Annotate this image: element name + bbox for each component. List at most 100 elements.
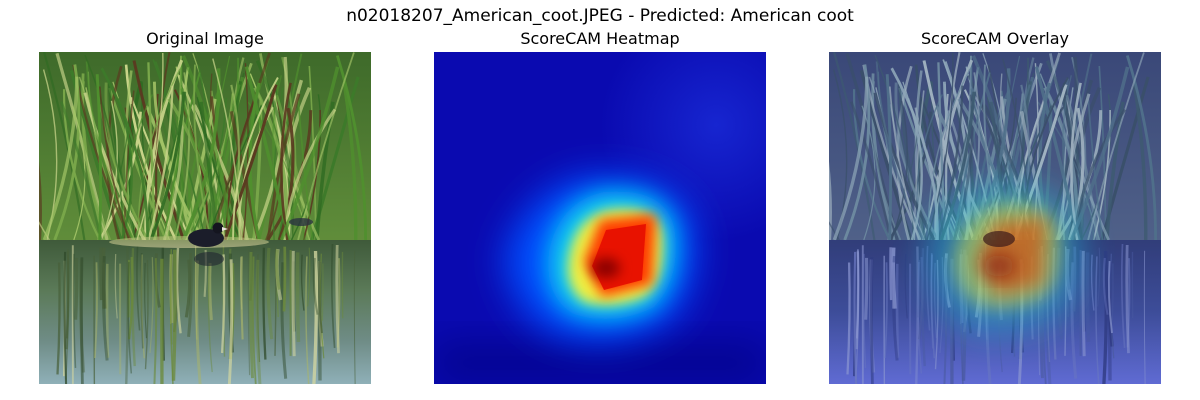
- reed-reflection: [280, 262, 288, 379]
- reed-stalk: [83, 92, 146, 241]
- reed-reflection: [1090, 254, 1095, 311]
- reed-stalk: [897, 81, 928, 241]
- overlay-activation: [924, 182, 1083, 334]
- reed-reflection: [136, 245, 141, 331]
- reed-reflection: [74, 257, 79, 320]
- reed-stalk: [193, 64, 212, 241]
- original-image: [39, 52, 371, 384]
- overlay-canvas: [829, 52, 1161, 384]
- reed-reflection: [864, 257, 869, 320]
- reed-reflection: [240, 256, 244, 340]
- reed-reflection: [317, 261, 323, 334]
- reed-reflection: [921, 248, 926, 367]
- reed-stalk: [885, 74, 893, 241]
- reed-stalk: [107, 81, 138, 241]
- figure-title: n02018207_American_coot.JPEG - Predicted…: [346, 6, 854, 26]
- reed-reflection: [99, 247, 103, 301]
- reed-reflection: [171, 249, 177, 381]
- reed-stalk: [149, 91, 186, 241]
- reed-reflection: [856, 249, 860, 339]
- reed-stalk: [272, 75, 291, 241]
- reed-reflection: [335, 244, 340, 354]
- scorecam-heatmap: [434, 52, 766, 384]
- reed-stalk: [39, 161, 42, 241]
- reed-stalk: [850, 101, 893, 241]
- reed-stalk: [42, 76, 79, 241]
- reed-reflection: [917, 256, 924, 340]
- reed-stalk: [888, 86, 920, 241]
- reed-stalk: [927, 68, 971, 241]
- reed-stalk: [242, 63, 249, 241]
- reed-reflection: [275, 249, 281, 290]
- reed-reflection: [153, 258, 158, 384]
- reed-stalk: [926, 52, 954, 241]
- reed-reflection: [255, 259, 262, 384]
- reed-stalk: [95, 74, 103, 241]
- reed-reflection: [256, 254, 261, 363]
- reed-reflection: [227, 259, 234, 384]
- reed-reflection: [220, 254, 226, 354]
- reed-reflection: [330, 243, 336, 348]
- reed-stalk: [1087, 52, 1145, 241]
- reed-stalk: [342, 81, 358, 241]
- reed-reflection: [94, 262, 98, 359]
- heatmap-canvas: [434, 52, 766, 384]
- reed-reflection: [305, 256, 310, 384]
- coot-bird: [188, 222, 228, 247]
- reed-stalk: [890, 100, 908, 241]
- reed-reflection: [184, 259, 192, 318]
- overlay-coot: [983, 231, 1015, 247]
- coot-reflection: [194, 252, 224, 266]
- reed-reflection: [80, 257, 84, 384]
- original-image-title: Original Image: [146, 29, 264, 48]
- reed-reflection: [291, 250, 296, 357]
- reed-reflection: [144, 259, 149, 370]
- reed-reflection: [251, 256, 257, 384]
- reed-reflection: [1120, 243, 1126, 348]
- reed-stalk: [913, 90, 925, 241]
- reed-reflection: [862, 253, 867, 368]
- reed-reflection: [249, 251, 254, 379]
- reed-reflection: [846, 262, 851, 375]
- reed-reflection: [195, 260, 202, 384]
- reed-reflection: [127, 261, 133, 374]
- reed-reflections: [56, 243, 356, 384]
- reed-reflection: [300, 254, 305, 311]
- reed-reflection: [131, 248, 136, 367]
- reed-reflection: [1097, 247, 1101, 307]
- reed-reflection: [149, 257, 154, 354]
- reed-reflection: [247, 248, 251, 376]
- reed-reflection: [917, 261, 923, 374]
- reed-stalk: [1069, 66, 1130, 241]
- reed-stalk: [39, 221, 50, 241]
- reed-reflection: [105, 263, 110, 358]
- reed-stalk: [98, 86, 130, 241]
- reed-reflection: [353, 250, 356, 384]
- reed-reflection: [194, 244, 198, 340]
- reed-reflection: [1107, 261, 1113, 334]
- reed-stalk: [335, 55, 368, 241]
- second-bird: [289, 218, 313, 226]
- reed-stalk: [829, 161, 832, 241]
- reed-reflection: [904, 253, 908, 319]
- reed-stalk: [266, 93, 301, 241]
- reed-reflection: [321, 263, 324, 321]
- reed-stalk: [833, 52, 876, 241]
- reed-reflection: [66, 249, 70, 339]
- reed-reflection: [1143, 250, 1146, 384]
- reed-reflection: [175, 247, 182, 334]
- reed-stalk: [137, 68, 181, 241]
- reed-stalk: [829, 221, 840, 241]
- reed-stalk: [1045, 60, 1084, 241]
- reed-reflection: [72, 253, 77, 368]
- reed-reflection: [140, 252, 144, 349]
- reed-stalk: [1087, 99, 1104, 241]
- reed-stalk: [871, 81, 902, 241]
- reed-stalk: [873, 92, 936, 241]
- reed-reflection: [187, 252, 193, 337]
- reed-reflection: [1111, 263, 1114, 321]
- reed-reflection: [312, 257, 319, 315]
- reed-stalk: [1125, 55, 1158, 241]
- reed-reflection: [1095, 256, 1100, 384]
- activation-blob: [504, 176, 697, 342]
